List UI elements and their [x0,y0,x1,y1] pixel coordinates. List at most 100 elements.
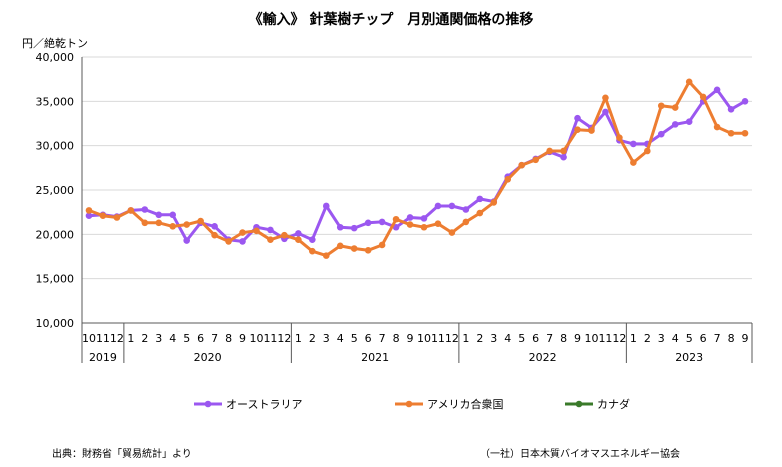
data-point [155,211,163,219]
data-point [448,202,456,210]
publisher-note: （一社）日本木質バイオマスエネルギー協会 [480,449,680,460]
data-point [309,236,316,243]
data-point [295,236,302,243]
data-point [99,212,107,220]
legend-swatch-marker [405,400,413,408]
legend-swatch-marker [204,400,212,408]
data-point [574,126,581,134]
chart-title: 《輸入》 針葉樹チップ 月別通関価格の推移 [248,12,534,28]
x-tick-month-label: 8 [225,332,232,345]
data-point [253,227,260,235]
x-tick-month-label: 3 [155,332,162,345]
data-point [336,242,344,250]
data-point [350,224,358,232]
x-tick-month-label: 3 [323,332,330,345]
data-point [406,221,414,228]
x-tick-month-label: 11 [598,332,612,345]
data-point [239,229,246,236]
data-point [476,195,484,203]
x-tick-month-label: 9 [239,332,246,345]
y-tick-label: 15,000 [36,273,75,286]
x-tick-year-label: 2020 [194,351,222,364]
data-point [657,102,665,110]
x-tick-month-label: 4 [169,332,176,345]
x-tick-month-label: 4 [672,332,679,345]
data-point [225,238,232,245]
data-point [713,86,721,94]
data-point [322,202,330,210]
data-point [183,221,190,228]
y-tick-label: 35,000 [36,95,75,108]
data-point [378,218,386,226]
data-point [281,231,288,239]
data-point [518,161,525,169]
legend-label: アメリカ合衆国 [427,397,503,411]
legend-swatch-marker [575,400,583,408]
data-point [462,206,470,213]
x-tick-month-label: 1 [295,332,302,345]
x-tick-month-label: 8 [560,332,567,345]
data-point [713,123,721,131]
data-point [671,121,679,128]
data-point [588,127,595,134]
x-tick-month-label: 4 [504,332,511,345]
data-point [267,236,274,243]
data-point [630,159,637,166]
data-point [685,78,693,86]
x-tick-month-label: 11 [431,332,445,345]
x-tick-month-label: 9 [574,332,581,345]
x-tick-month-label: 10 [249,332,263,345]
x-tick-month-label: 3 [490,332,497,345]
x-tick-month-label: 6 [700,332,707,345]
x-tick-month-label: 6 [197,332,204,345]
y-tick-label: 25,000 [36,184,75,197]
data-point [616,134,623,141]
x-tick-month-label: 7 [714,332,721,345]
x-tick-month-label: 12 [277,332,291,345]
data-point [392,215,400,223]
data-point [85,207,93,214]
x-tick-month-label: 5 [518,332,525,345]
x-tick-month-label: 6 [365,332,372,345]
x-tick-month-label: 10 [417,332,431,345]
x-tick-month-label: 7 [211,332,218,345]
data-point [420,215,428,222]
data-point [560,153,567,161]
x-tick-month-label: 4 [337,332,344,345]
x-tick-month-label: 3 [658,332,665,345]
data-point [267,226,274,234]
data-point [155,219,163,227]
x-tick-month-label: 5 [183,332,190,345]
data-point [141,219,149,227]
y-tick-label: 30,000 [36,140,75,153]
data-point [295,230,302,237]
x-tick-month-label: 1 [630,332,637,345]
data-point [336,223,344,231]
data-point [532,156,539,164]
data-point [211,231,218,239]
data-point [644,147,651,155]
x-tick-month-label: 2 [476,332,483,345]
y-tick-label: 20,000 [36,228,75,241]
x-tick-month-label: 8 [728,332,735,345]
x-tick-month-label: 6 [532,332,539,345]
data-point [127,207,135,214]
x-tick-year-label: 2023 [675,351,703,364]
data-point [657,130,665,138]
data-point [602,108,609,116]
data-point [141,206,149,213]
data-point [309,247,316,255]
x-tick-month-label: 2 [644,332,651,345]
x-tick-year-label: 2019 [89,351,117,364]
x-tick-year-label: 2022 [529,351,557,364]
data-point [685,118,693,126]
data-point [490,199,498,206]
x-tick-month-label: 11 [263,332,277,345]
x-tick-month-label: 8 [393,332,400,345]
data-point [169,211,177,219]
data-point [727,106,735,113]
series-line [88,80,745,258]
data-point [364,219,372,227]
x-tick-year-label: 2021 [361,351,389,364]
